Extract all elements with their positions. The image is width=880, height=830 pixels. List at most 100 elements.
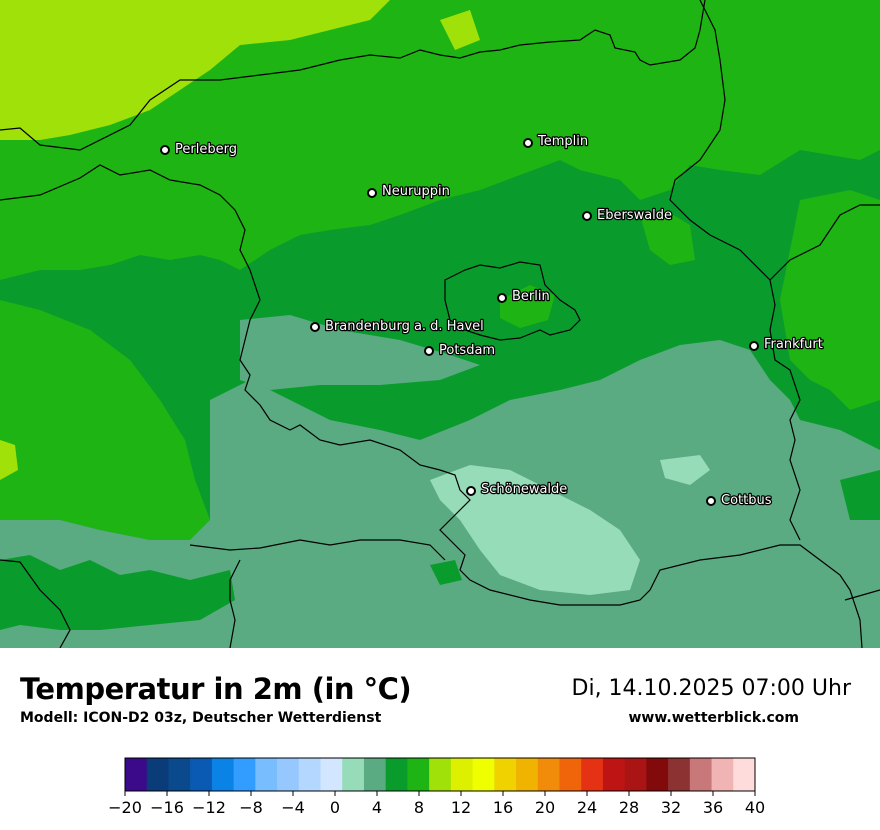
legend-swatch [733,758,756,791]
legend-swatch [559,758,582,791]
temp-zone-10-12-east [780,190,880,410]
city-brandenburg: Brandenburg a. d. Havel [310,318,485,335]
city-label: Neuruppin [382,184,450,199]
legend-swatch [320,758,343,791]
legend-swatch [233,758,256,791]
city-dot [310,322,320,332]
legend-swatch [298,758,322,791]
legend-tick-label: 4 [372,798,382,817]
city-label: Perleberg [175,142,237,157]
map-title: Temperatur in 2m (in °C) [20,672,412,706]
city-label: Berlin [512,289,550,304]
legend-swatch [450,758,474,791]
state-borders [0,0,880,649]
legend-swatch [624,758,647,791]
legend-swatch [363,758,387,791]
temp-zone-10-12-berlin [500,285,555,328]
city-dot [367,188,377,198]
temp-zone-10-12-northeast [720,20,880,150]
city-cottbus: Cottbus [706,492,773,509]
legend-swatch [211,758,235,791]
legend-swatch [429,758,452,791]
city-dot [582,211,592,221]
city-dot [706,496,716,506]
legend-tick-label: 0 [330,798,340,817]
legend-swatch [125,758,148,791]
map-footer: Temperatur in 2m (in °C) Modell: ICON-D2… [0,648,880,830]
legend-tick-label: −16 [150,798,184,817]
legend-tick-label: 32 [661,798,681,817]
legend-swatch [407,758,430,791]
legend-swatch [602,758,626,791]
city-label: Schönewalde [481,482,567,497]
legend-ticks: −20 −16 −12 −8 −4 0 4 8 12 16 20 24 28 32 36 40 [108,791,765,817]
temp-zone-4-6-mid [240,315,480,390]
temperature-map: Perleberg Templin Neuruppin Eberswalde B… [0,0,880,649]
legend-swatch [190,758,213,791]
color-legend: −20 −16 −12 −8 −4 0 4 8 12 16 20 24 28 32 36 40 [108,757,765,817]
city-label: Frankfurt [764,337,823,352]
city-dot [424,346,434,356]
temp-zone-8-10-pocket [430,560,462,585]
legend-swatch [168,758,191,791]
legend-swatch [472,758,495,791]
city-schoenewalde: Schönewalde [466,481,569,498]
temp-zone-2-4 [430,465,640,595]
legend-tick-label: −8 [239,798,263,817]
city-eberswalde: Eberswalde [582,207,673,224]
legend-swatch [516,758,539,791]
city-label: Cottbus [721,493,772,508]
temp-zone-2-4-small [660,455,710,485]
temp-zone-12-14-spot [440,10,480,50]
city-label: Potsdam [439,343,495,358]
city-berlin: Berlin [497,288,551,305]
city-potsdam: Potsdam [424,342,496,359]
legend-tick-label: 24 [577,798,597,817]
city-dot [160,145,170,155]
legend-swatch [711,758,734,791]
legend-swatch [277,758,300,791]
temp-zone-8-10-southwest [0,555,235,630]
legend-swatch [689,758,713,791]
city-dot [749,341,759,351]
city-dot [497,293,507,303]
legend-swatch [646,758,669,791]
legend-swatch [255,758,278,791]
legend-tick-label: 8 [414,798,424,817]
legend-swatch [494,758,517,791]
city-label: Eberswalde [597,208,672,223]
legend-tick-label: 40 [745,798,765,817]
legend-frame [124,757,756,792]
legend-swatch [342,758,365,791]
city-perleberg: Perleberg [160,141,238,158]
model-info: Modell: ICON-D2 03z, Deutscher Wetterdie… [20,710,382,726]
city-templin: Templin [523,133,589,150]
city-frankfurt: Frankfurt [749,336,824,353]
legend-swatch [668,758,691,791]
city-dot [523,138,533,148]
temp-zone-10-12-west [0,300,210,540]
city-label: Brandenburg a. d. Havel [325,319,484,334]
city-dot [466,486,476,496]
temp-zone-10-12-eberswalde [640,210,695,265]
temp-zone-12-14-left [0,440,18,480]
legend-tick-label: 36 [703,798,723,817]
legend-swatch [146,758,169,791]
legend-tick-label: −12 [192,798,226,817]
legend-tick-label: 16 [493,798,513,817]
legend-swatch [385,758,408,791]
city-markers: Perleberg Templin Neuruppin Eberswalde B… [160,133,824,509]
legend-swatches [125,758,756,791]
legend-tick-label: 12 [451,798,471,817]
temp-zone-12-14 [0,0,390,140]
legend-tick-label: 28 [619,798,639,817]
legend-swatch [537,758,560,791]
legend-swatch [581,758,604,791]
city-label: Templin [537,134,588,149]
map-canvas: Perleberg Templin Neuruppin Eberswalde B… [0,0,880,649]
legend-tick-label: 20 [535,798,555,817]
forecast-datetime: Di, 14.10.2025 07:00 Uhr [571,676,851,701]
website-link: www.wetterblick.com [628,710,800,726]
city-neuruppin: Neuruppin [367,183,451,200]
temp-zone-10-12-north [0,0,880,280]
